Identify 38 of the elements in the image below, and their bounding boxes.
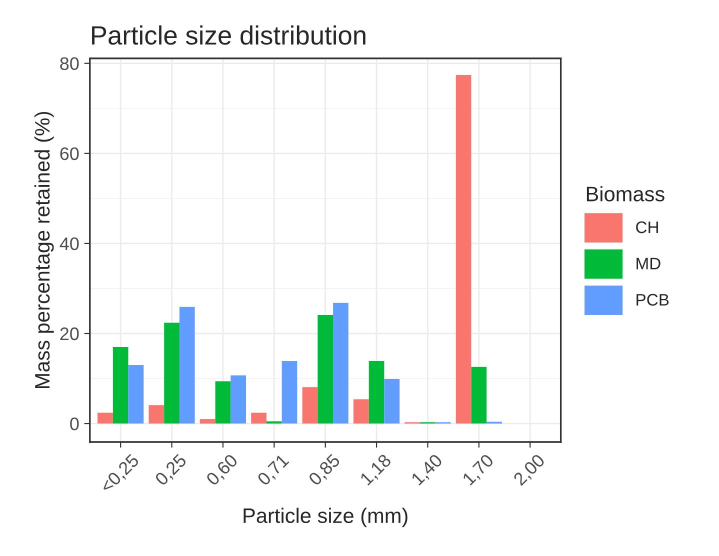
legend-label: PCB [636,294,669,306]
x-tick-label: 1,70 [462,453,496,488]
bar [333,302,348,424]
y-tick-label: 40 [60,237,79,250]
bar [354,399,369,424]
y-tick-label: 20 [60,327,79,340]
y-tick-label: 60 [60,147,79,160]
bar [230,375,246,424]
legend-label: MD [636,258,660,270]
bar [302,387,318,424]
bar [471,366,487,424]
x-axis-title: Particle size (mm) [244,508,408,528]
bar [128,365,144,424]
legend-title: Biomass [586,186,664,202]
legend-label: CH [636,221,658,234]
bar [112,347,128,424]
bar [282,360,298,424]
bar [179,306,195,424]
x-tick-label: 1,40 [410,453,445,488]
bar [368,360,384,424]
chart-title: Particle size distribution [92,25,366,45]
x-tick-label: 0,85 [308,453,342,488]
bar [318,315,334,424]
bar [148,405,164,424]
bar [384,378,400,424]
bar [215,381,231,424]
bar [266,421,282,424]
bar [251,412,266,424]
bar [200,419,216,424]
x-tick-label: 0,60 [205,453,240,488]
y-axis-title: Mass percentage retained (%) [34,112,54,388]
bar [456,75,472,424]
x-tick-label: 0,71 [256,453,291,488]
bar [98,412,113,424]
bar [164,322,180,424]
y-tick-label: 80 [60,57,79,70]
x-tick-label: 0,25 [154,453,189,488]
y-tick-label: 0 [70,417,79,430]
